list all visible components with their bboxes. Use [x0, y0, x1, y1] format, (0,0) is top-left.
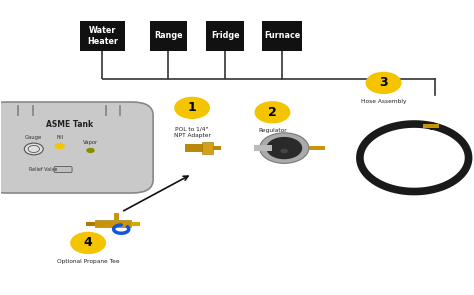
Text: Optional Propane Tee: Optional Propane Tee [57, 259, 119, 264]
Circle shape [86, 148, 95, 153]
Text: Hose Assembly: Hose Assembly [361, 99, 406, 104]
Text: Water
Heater: Water Heater [87, 26, 118, 46]
FancyBboxPatch shape [80, 21, 125, 51]
FancyBboxPatch shape [201, 142, 213, 154]
FancyBboxPatch shape [150, 21, 187, 51]
Circle shape [365, 72, 401, 94]
FancyBboxPatch shape [86, 222, 95, 226]
Text: 4: 4 [84, 236, 92, 250]
FancyBboxPatch shape [262, 21, 302, 51]
FancyBboxPatch shape [54, 167, 72, 173]
Circle shape [174, 97, 210, 119]
Text: Regulator: Regulator [258, 128, 287, 133]
Text: 3: 3 [379, 76, 388, 89]
Text: Furnace: Furnace [264, 32, 300, 40]
Circle shape [70, 232, 106, 254]
FancyBboxPatch shape [428, 124, 439, 128]
Text: Relief Valve: Relief Valve [29, 167, 57, 172]
Text: Fridge: Fridge [211, 32, 239, 40]
FancyBboxPatch shape [422, 124, 433, 128]
FancyBboxPatch shape [213, 146, 221, 150]
FancyBboxPatch shape [309, 146, 325, 150]
FancyBboxPatch shape [206, 21, 244, 51]
Text: ASME Tank: ASME Tank [46, 120, 93, 130]
Text: Fill: Fill [56, 135, 64, 140]
FancyBboxPatch shape [185, 144, 204, 153]
FancyBboxPatch shape [254, 145, 272, 151]
Circle shape [266, 137, 302, 159]
Circle shape [255, 101, 291, 123]
Circle shape [24, 143, 43, 155]
Text: POL to 1/4"
NPT Adapter: POL to 1/4" NPT Adapter [173, 127, 210, 138]
FancyBboxPatch shape [131, 222, 140, 226]
Text: 1: 1 [188, 101, 197, 114]
Text: Range: Range [154, 32, 183, 40]
Text: Gauge: Gauge [25, 135, 42, 140]
Text: 2: 2 [268, 106, 277, 119]
FancyBboxPatch shape [0, 102, 153, 193]
Text: Vapor: Vapor [83, 140, 98, 145]
Circle shape [28, 145, 39, 153]
FancyBboxPatch shape [95, 220, 131, 227]
FancyBboxPatch shape [114, 213, 119, 220]
Circle shape [281, 149, 288, 153]
Circle shape [55, 143, 65, 149]
Circle shape [260, 133, 309, 163]
